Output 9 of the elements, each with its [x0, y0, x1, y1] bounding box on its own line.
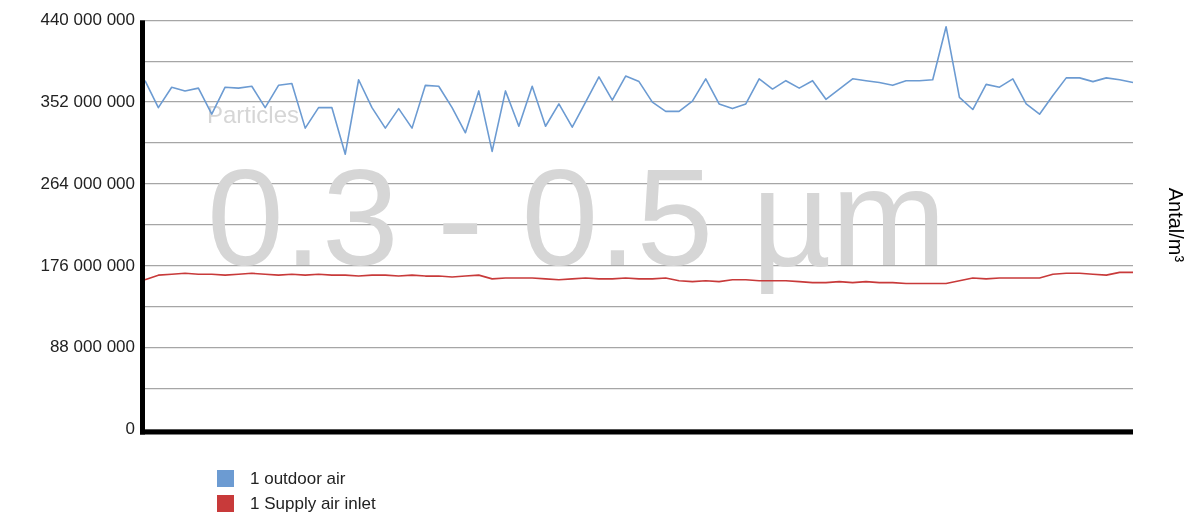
legend-label: 1 Supply air inlet: [250, 493, 376, 514]
legend-label: 1 outdoor air: [250, 468, 346, 489]
y-tick-label: 88 000 000: [49, 337, 135, 357]
y-tick-label: 0: [125, 419, 135, 439]
y-axis-title: Antal/m³: [1165, 187, 1188, 263]
y-tick-label: 440 000 000: [40, 9, 135, 29]
y-tick-label: 352 000 000: [40, 91, 135, 111]
y-tick-label: 176 000 000: [40, 255, 135, 275]
y-tick-label: 264 000 000: [40, 173, 135, 193]
